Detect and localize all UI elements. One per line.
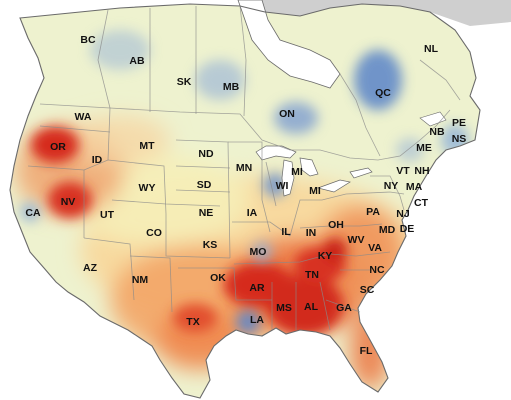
label-nh: NH xyxy=(414,165,429,177)
label-de: DE xyxy=(400,223,415,235)
label-fl: FL xyxy=(360,345,373,357)
label-az: AZ xyxy=(83,262,98,274)
label-sk: SK xyxy=(177,76,192,88)
label-ia: IA xyxy=(247,207,258,219)
label-me: ME xyxy=(416,142,432,154)
label-ar: AR xyxy=(249,282,265,294)
label-la: LA xyxy=(250,314,264,326)
label-mt: MT xyxy=(139,140,155,152)
label-nd: ND xyxy=(198,148,214,160)
label-mo: MO xyxy=(250,246,267,258)
label-wy: WY xyxy=(139,182,156,194)
label-ma: MA xyxy=(406,181,423,193)
label-ms: MS xyxy=(276,302,292,314)
label-ok: OK xyxy=(210,272,226,284)
label-sd: SD xyxy=(197,179,212,191)
label-wi: WI xyxy=(276,180,289,192)
label-al: AL xyxy=(304,301,319,313)
label-ks: KS xyxy=(203,239,218,251)
label-ct: CT xyxy=(414,197,429,209)
label-ga: GA xyxy=(336,302,352,314)
arctic-land xyxy=(250,0,511,26)
label-pe: PE xyxy=(452,117,466,129)
label-il: IL xyxy=(281,226,291,238)
label-tn: TN xyxy=(305,269,319,281)
region-labels: BC AB SK MB ON QC NL PE NB NS ME VT NH M… xyxy=(25,34,466,357)
label-ne: NE xyxy=(199,207,214,219)
label-mb: MB xyxy=(223,81,240,93)
label-or: OR xyxy=(50,141,66,153)
label-sc: SC xyxy=(360,284,375,296)
label-pa: PA xyxy=(366,206,380,218)
label-ab: AB xyxy=(129,55,145,67)
label-wa: WA xyxy=(75,111,92,123)
label-md: MD xyxy=(379,224,396,236)
label-ns: NS xyxy=(452,133,467,145)
label-mn: MN xyxy=(236,162,252,174)
label-nc: NC xyxy=(369,264,385,276)
label-nb: NB xyxy=(429,126,445,138)
label-nj: NJ xyxy=(396,208,410,220)
lakes xyxy=(237,0,447,197)
label-nl: NL xyxy=(424,43,439,55)
label-in: IN xyxy=(306,227,317,239)
label-mi-lower: MI xyxy=(309,185,321,197)
label-oh: OH xyxy=(328,219,344,231)
label-bc: BC xyxy=(80,34,96,46)
label-vt: VT xyxy=(396,165,410,177)
label-ny: NY xyxy=(384,180,399,192)
label-nv: NV xyxy=(61,196,76,208)
label-qc: QC xyxy=(375,87,391,99)
label-mi-upper: MI xyxy=(291,166,303,178)
label-co: CO xyxy=(146,227,162,239)
label-wv: WV xyxy=(348,234,365,246)
label-ut: UT xyxy=(100,209,115,221)
label-va: VA xyxy=(368,242,382,254)
label-ca: CA xyxy=(25,207,41,219)
label-id: ID xyxy=(92,154,103,166)
label-ky: KY xyxy=(318,250,333,262)
label-tx: TX xyxy=(186,316,199,328)
label-nm: NM xyxy=(132,274,149,286)
label-on: ON xyxy=(279,108,295,120)
borders xyxy=(9,3,481,399)
